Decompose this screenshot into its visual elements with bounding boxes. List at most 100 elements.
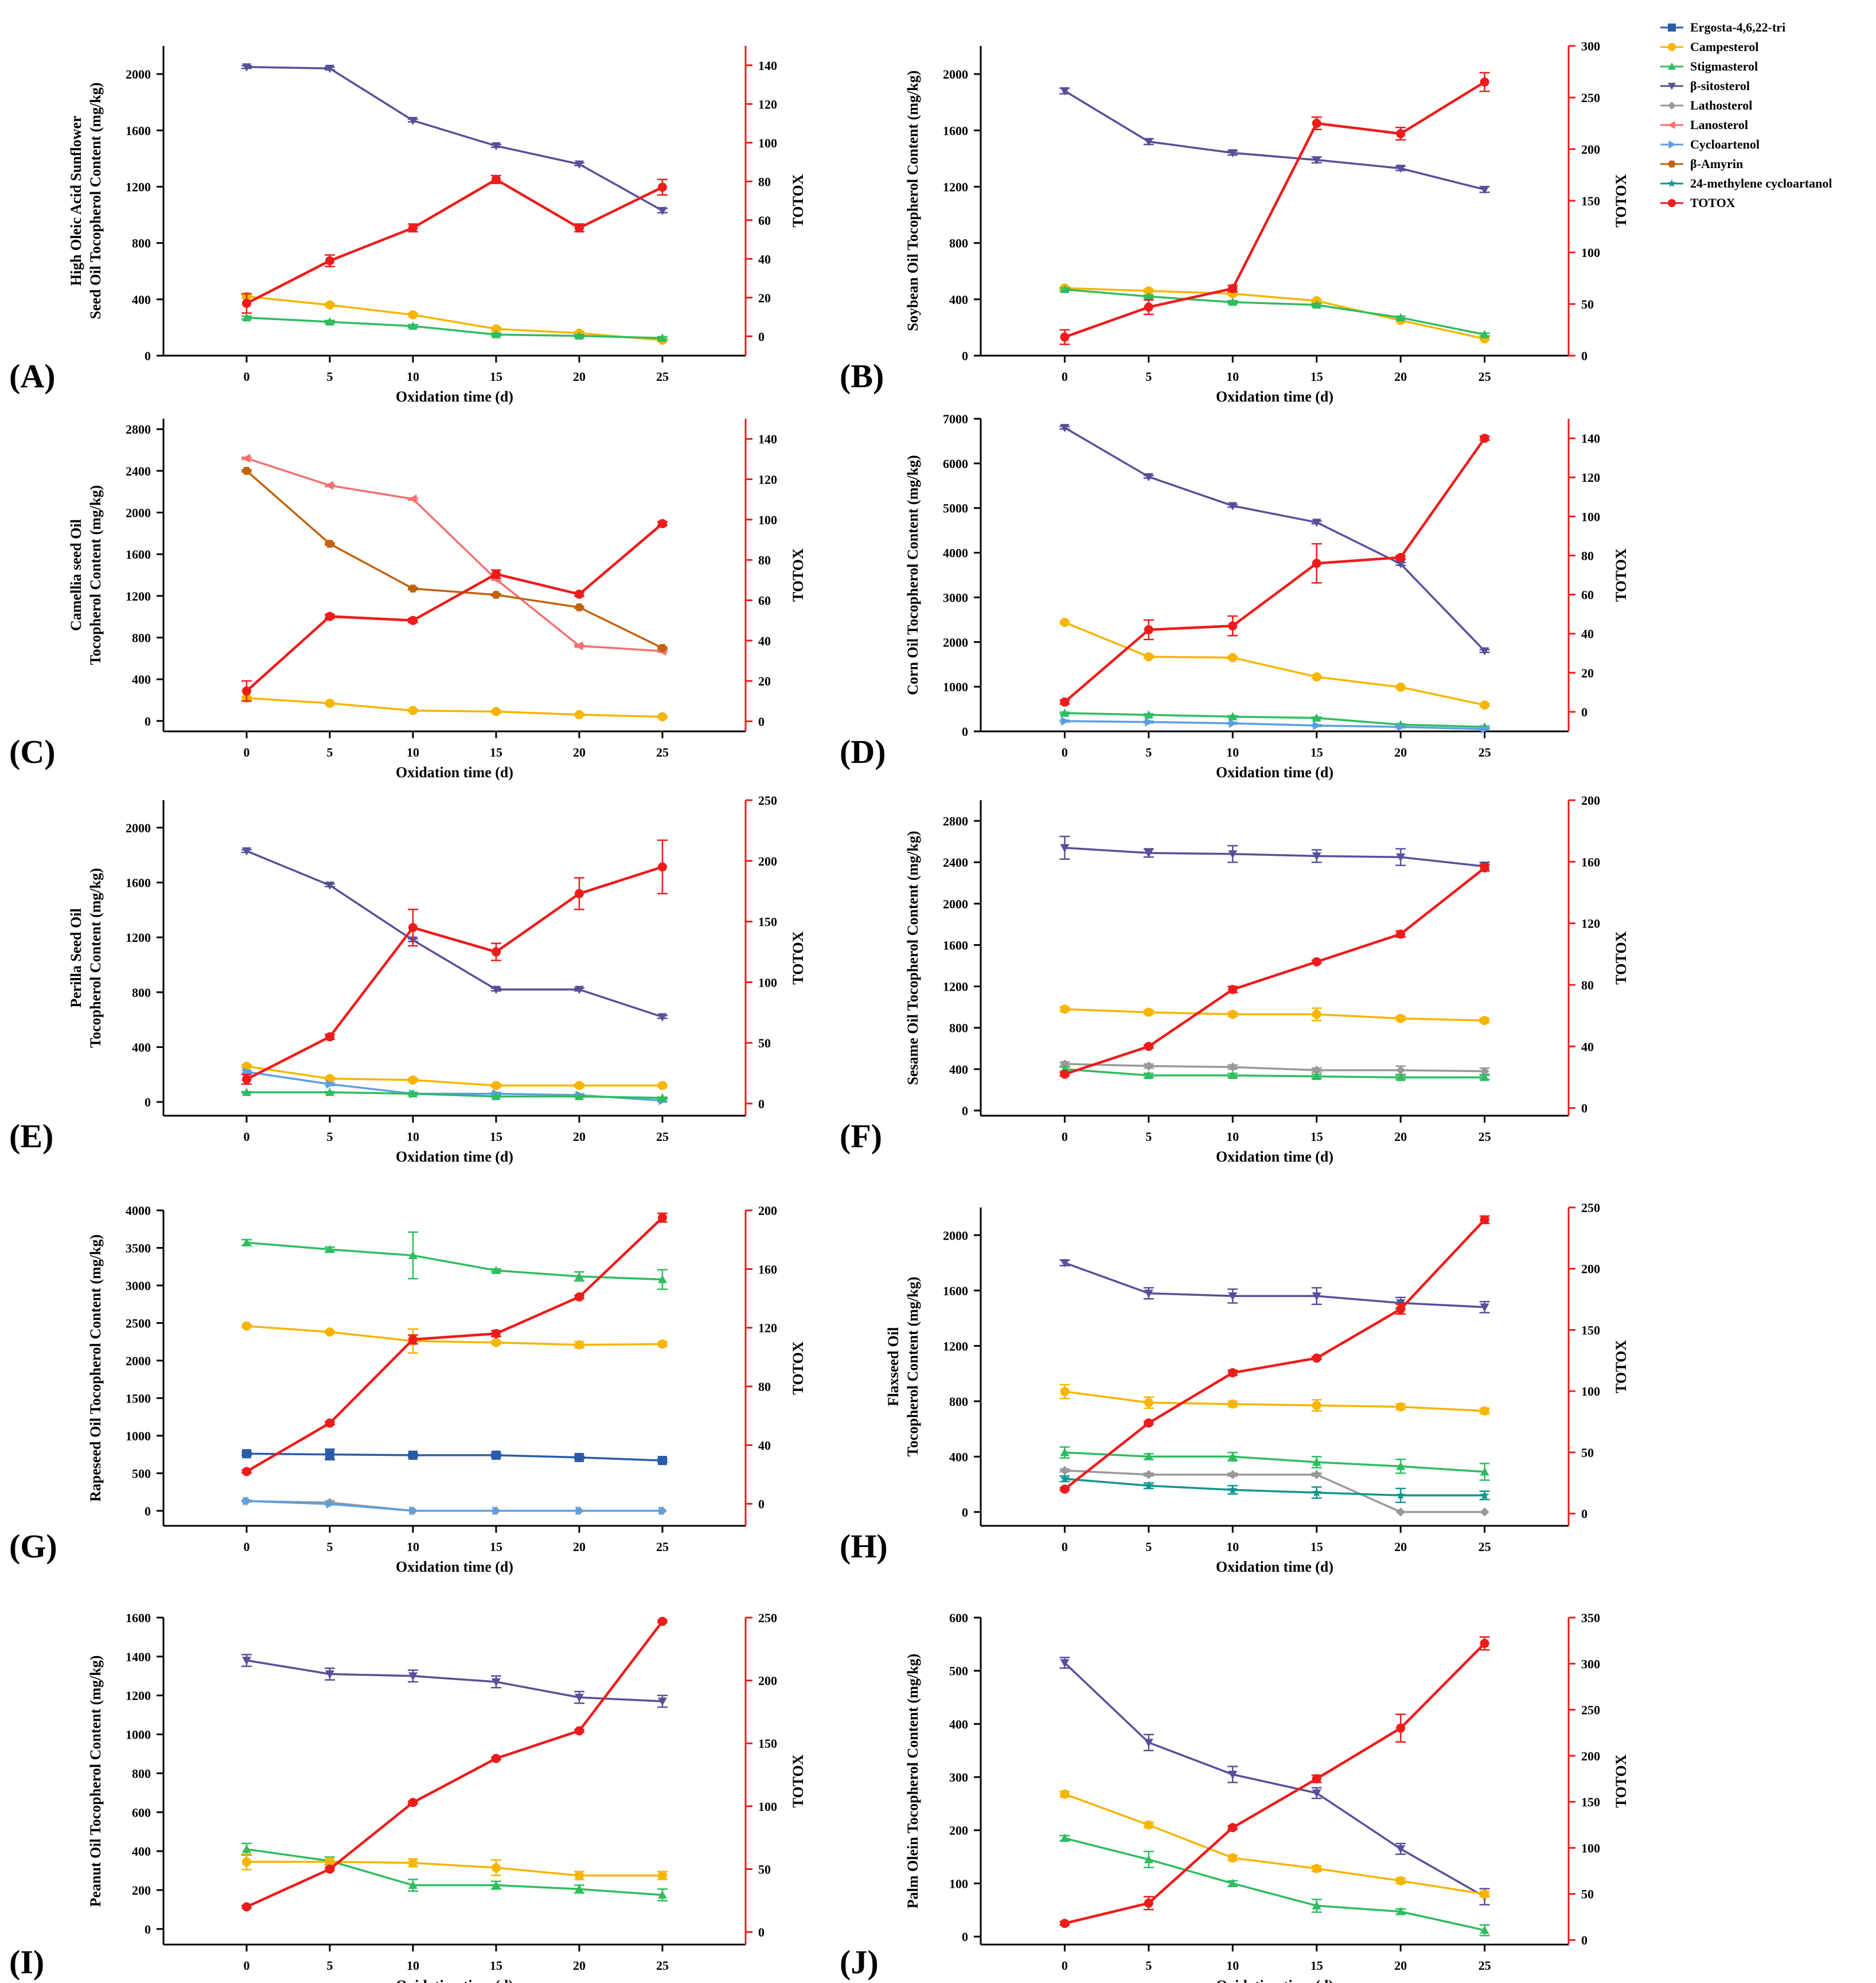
y2-tick-label: 350 [1581, 1611, 1600, 1625]
series-line [246, 1500, 662, 1512]
y-tick-label: 1200 [943, 1339, 968, 1353]
data-point [408, 1250, 418, 1259]
y2-tick-label: 200 [758, 1674, 777, 1688]
y-tick-label: 1600 [943, 123, 968, 138]
data-point [1312, 1470, 1321, 1479]
data-point [1144, 1418, 1153, 1428]
data-point [242, 298, 251, 308]
panel-label: (H) [840, 1528, 888, 1565]
data-point [575, 1292, 584, 1302]
data-point [1312, 1065, 1321, 1075]
y2-tick-label: 300 [1581, 39, 1600, 53]
x-tick-label: 10 [407, 1540, 419, 1554]
y2-tick-label: 250 [758, 1611, 777, 1625]
panel-label: (A) [9, 357, 56, 395]
y2-tick-label: 150 [758, 1736, 777, 1751]
x-tick-label: 0 [244, 745, 250, 759]
x-tick-label: 0 [1062, 1129, 1068, 1144]
data-point [1060, 1259, 1070, 1268]
data-point [575, 889, 584, 898]
data-point [408, 706, 418, 715]
panel-H: 0 5 10 15 20 25 Oxidation time (d) 0 400 800 1200 1… [840, 1201, 1629, 1575]
x-axis-label: Oxidation time (d) [396, 764, 513, 781]
series-sitosterol [1059, 1657, 1490, 1906]
data-point [1060, 1069, 1070, 1079]
y-tick-label: 800 [132, 985, 151, 1000]
data-point [575, 1092, 584, 1100]
y-axis-label: Sesame Oil Tocopherol Content (mg/kg) [904, 831, 921, 1085]
data-point [1228, 712, 1238, 720]
data-point [1480, 1490, 1489, 1499]
x-tick-label: 25 [1479, 1540, 1491, 1554]
data-point [492, 707, 501, 716]
data-point [492, 591, 501, 599]
data-point [1144, 1470, 1153, 1479]
legend-marker [1668, 199, 1676, 207]
legend-item-lanosterol: Lanosterol [1660, 118, 1748, 132]
y-tick-label: 1000 [126, 1728, 151, 1742]
legend-label: Cycloartenol [1690, 137, 1760, 151]
series-totox [241, 174, 668, 314]
y-tick-label: 1600 [126, 875, 151, 890]
y-tick-label: 800 [132, 631, 151, 645]
panel-label: (F) [840, 1117, 882, 1155]
data-point [658, 1275, 667, 1283]
data-point [1480, 330, 1489, 338]
data-point [575, 1272, 584, 1280]
data-point [1144, 1898, 1153, 1908]
data-point [575, 589, 584, 599]
y-tick-label: 400 [132, 1040, 151, 1054]
y2-tick-label: 20 [758, 291, 771, 305]
y-tick-label: 800 [949, 236, 968, 251]
y2-tick-label: 120 [758, 472, 777, 486]
x-tick-label: 5 [1145, 1958, 1152, 1973]
data-point [1396, 1014, 1406, 1023]
data-point [492, 569, 501, 579]
data-point [325, 881, 334, 890]
y2-axis-label: TOTOX [1613, 174, 1629, 227]
panel-label: (I) [9, 1943, 44, 1981]
data-point [242, 1238, 251, 1246]
series-line [1064, 720, 1485, 730]
series-line [1064, 1469, 1485, 1513]
panel-label: (G) [9, 1528, 57, 1565]
y-axis-label: Corn Oil Tocopherol Content (mg/kg) [904, 455, 921, 695]
data-point [242, 1088, 251, 1096]
y2-tick-label: 200 [1581, 1262, 1600, 1276]
y-tick-label: 600 [949, 1611, 968, 1625]
data-point [1144, 625, 1153, 634]
series-line [246, 316, 663, 340]
series-line [246, 457, 663, 652]
x-tick-label: 5 [1145, 1129, 1152, 1144]
data-point [408, 116, 418, 126]
data-point [1228, 1452, 1238, 1460]
series-line [1064, 288, 1485, 336]
legend-item-methylene: 24-methylene cycloartanol [1660, 176, 1832, 190]
y2-tick-label: 160 [758, 1262, 777, 1276]
data-point [408, 1672, 418, 1681]
y2-tick-label: 50 [1581, 297, 1594, 311]
y-axis-label: Tocopherol Content (mg/kg) [87, 485, 104, 665]
data-point [1312, 1789, 1321, 1798]
series-line [1064, 621, 1485, 706]
data-point [325, 1245, 334, 1253]
y2-tick-label: 0 [758, 1925, 765, 1939]
series-campesterol [241, 1853, 668, 1880]
y-tick-label: 4000 [126, 1203, 151, 1218]
series-line [1063, 437, 1486, 703]
y-tick-label: 1200 [126, 589, 151, 603]
data-point [492, 1678, 501, 1686]
y-tick-label: 0 [962, 1505, 968, 1520]
data-point [1144, 291, 1153, 301]
data-point [325, 481, 334, 490]
data-point [1228, 985, 1238, 994]
x-tick-label: 20 [1394, 1540, 1407, 1554]
x-axis-label: Oxidation time (d) [396, 1977, 513, 1983]
y-tick-label: 2000 [126, 821, 151, 835]
data-point [242, 63, 251, 72]
x-tick-label: 20 [1394, 369, 1407, 384]
data-point [242, 1657, 251, 1665]
series-totox [1059, 1636, 1490, 1929]
